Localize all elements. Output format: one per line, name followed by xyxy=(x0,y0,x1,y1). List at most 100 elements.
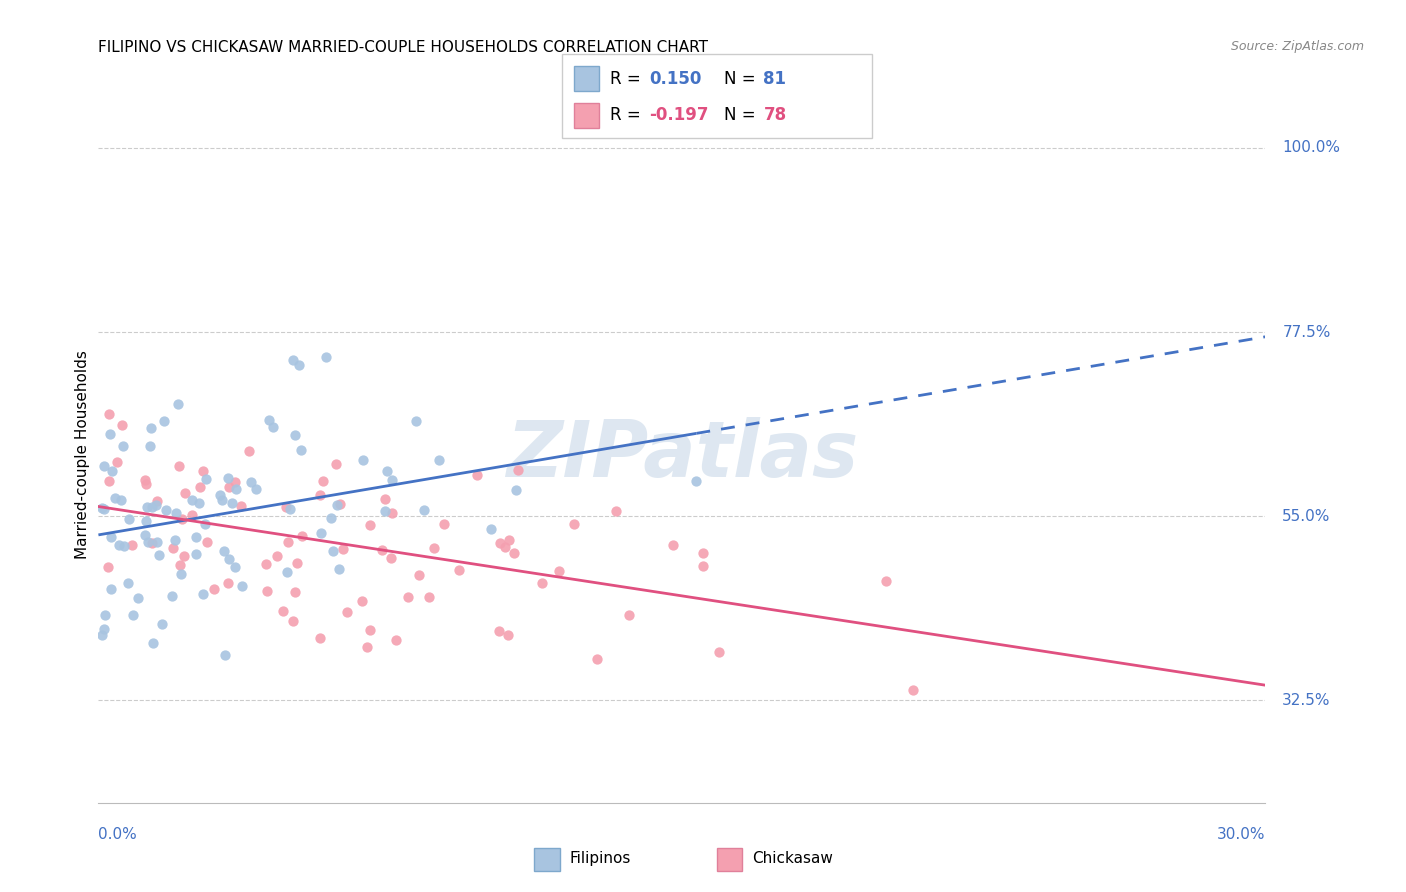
Point xyxy=(496,628,519,642)
Point xyxy=(218,552,240,566)
Point xyxy=(322,544,344,558)
Point xyxy=(427,453,450,467)
Point xyxy=(91,628,114,642)
Text: 77.5%: 77.5% xyxy=(1282,325,1330,340)
Text: 32.5%: 32.5% xyxy=(1282,693,1330,708)
Point xyxy=(97,475,120,489)
Point xyxy=(332,542,354,557)
Point xyxy=(256,583,278,598)
Text: -0.197: -0.197 xyxy=(650,106,709,124)
Point xyxy=(619,608,641,623)
Point xyxy=(709,645,731,659)
Point xyxy=(359,518,381,533)
Point xyxy=(291,529,314,543)
Point xyxy=(195,534,218,549)
Point xyxy=(375,464,398,478)
Point xyxy=(284,428,307,442)
Point xyxy=(381,474,404,488)
Point xyxy=(166,397,188,411)
Point xyxy=(224,559,246,574)
Point xyxy=(238,444,260,458)
Point xyxy=(531,575,554,590)
Point xyxy=(170,567,193,582)
Point xyxy=(352,593,374,607)
Point xyxy=(465,468,488,483)
Point xyxy=(208,488,231,502)
Point xyxy=(186,530,208,544)
Point xyxy=(169,558,191,573)
Point xyxy=(508,463,530,477)
Point xyxy=(374,491,396,506)
Point xyxy=(245,482,267,496)
Point xyxy=(548,565,571,579)
Point xyxy=(875,574,897,588)
Point xyxy=(191,464,214,478)
Point xyxy=(281,614,304,628)
Point xyxy=(101,464,124,478)
Point xyxy=(449,563,471,577)
Point xyxy=(661,538,683,552)
Point xyxy=(139,421,162,435)
Point xyxy=(287,556,309,570)
Point xyxy=(489,535,512,549)
Point xyxy=(309,631,332,645)
Point xyxy=(494,540,516,554)
Point xyxy=(214,648,236,663)
Point xyxy=(167,458,190,473)
Point xyxy=(110,493,132,508)
Point xyxy=(136,535,159,549)
Point xyxy=(262,420,284,434)
Point xyxy=(433,516,456,531)
Point xyxy=(254,558,277,572)
Point xyxy=(170,511,193,525)
Point xyxy=(136,500,159,514)
Point xyxy=(112,539,135,553)
Point xyxy=(146,535,169,549)
Point xyxy=(422,541,444,555)
Point xyxy=(188,480,211,494)
Point xyxy=(139,439,162,453)
Point xyxy=(329,497,352,511)
Point xyxy=(498,533,520,547)
Point xyxy=(290,443,312,458)
Point xyxy=(374,504,396,518)
Point xyxy=(141,500,163,514)
Point xyxy=(218,479,240,493)
Point xyxy=(121,538,143,552)
Point xyxy=(325,457,347,471)
Point xyxy=(231,499,253,513)
Point xyxy=(605,504,627,518)
Point xyxy=(418,591,440,605)
Point xyxy=(277,535,299,549)
Point xyxy=(117,512,139,526)
Point xyxy=(266,549,288,564)
Point xyxy=(122,607,145,622)
Point xyxy=(221,495,243,509)
Point xyxy=(271,604,294,618)
Point xyxy=(187,496,209,510)
Point xyxy=(141,535,163,549)
Point xyxy=(385,633,408,648)
Point xyxy=(98,426,121,441)
Point xyxy=(173,549,195,563)
Point xyxy=(150,617,173,632)
Point xyxy=(274,500,297,514)
Point xyxy=(325,498,347,512)
Point xyxy=(321,511,343,525)
Point xyxy=(94,608,117,623)
Text: Source: ZipAtlas.com: Source: ZipAtlas.com xyxy=(1230,40,1364,54)
Point xyxy=(165,506,187,520)
Point xyxy=(100,530,122,544)
Text: Chickasaw: Chickasaw xyxy=(752,852,834,866)
Text: 81: 81 xyxy=(763,70,786,87)
Point xyxy=(160,589,183,603)
Point xyxy=(145,498,167,512)
Point xyxy=(408,567,430,582)
Text: 100.0%: 100.0% xyxy=(1282,140,1340,155)
Point xyxy=(93,458,115,473)
Point xyxy=(100,582,122,596)
Point xyxy=(685,474,707,488)
Point xyxy=(315,350,337,364)
Point xyxy=(117,575,139,590)
Point xyxy=(93,622,115,636)
